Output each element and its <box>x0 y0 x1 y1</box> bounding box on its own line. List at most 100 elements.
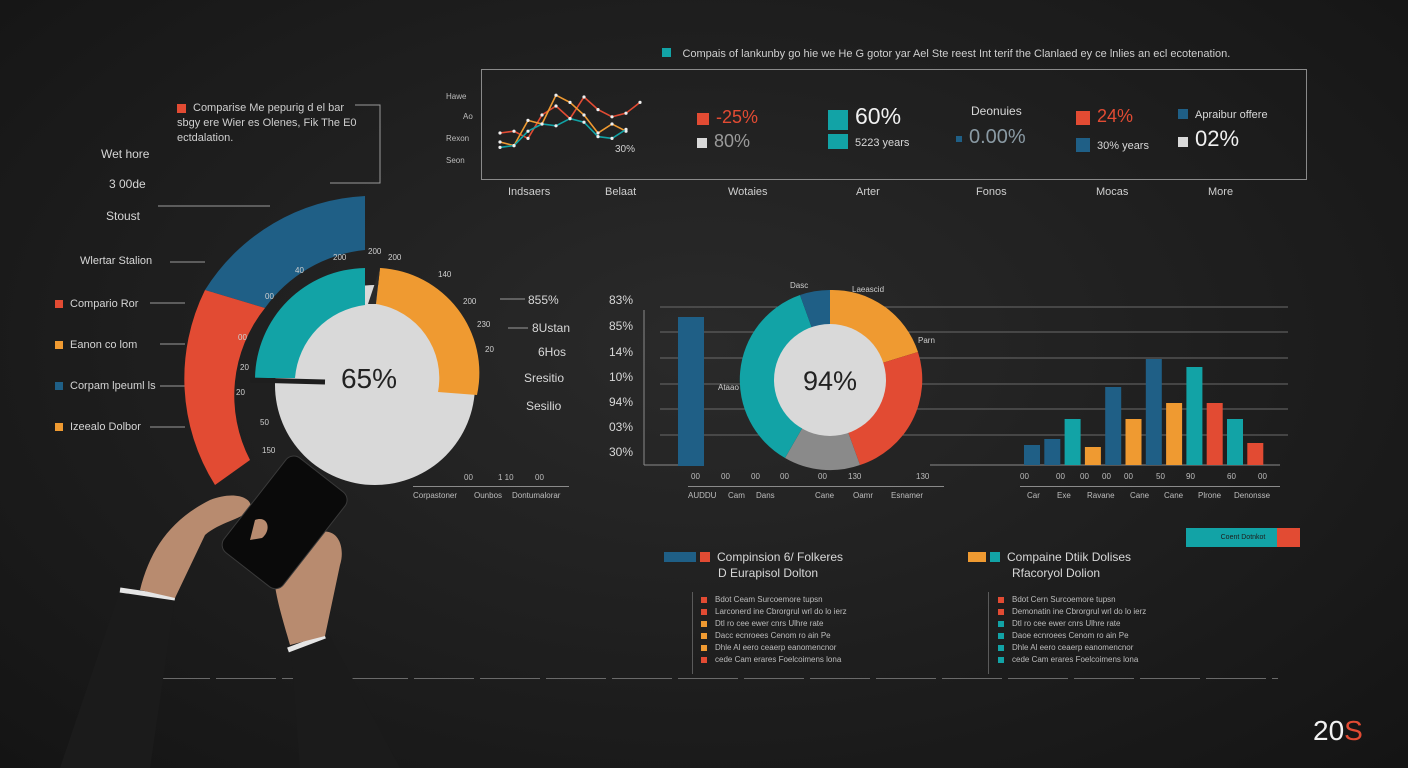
kpi-item: 24% <box>1076 106 1133 127</box>
legend-bullet-item: Larconerd ine Cbrorgrul wrl do lo ierz <box>701 607 847 616</box>
kpi-point <box>526 136 530 140</box>
mid-bar <box>678 317 704 466</box>
kpi-bottom-label: Arter <box>856 186 880 198</box>
kpi-point <box>610 122 614 126</box>
bullet-text: Daoe ecnroees Cenom ro ain Pe <box>1012 631 1129 640</box>
kpi-point <box>568 117 572 121</box>
kpi-series-line <box>499 117 627 149</box>
red-square-icon <box>700 551 710 562</box>
left-label-3: Stoust <box>106 209 141 223</box>
left-legend-item: Izeealo Dolbor <box>55 421 141 433</box>
kpi-item: 60% <box>828 103 901 130</box>
kpi-bottom-label: Belaat <box>605 186 637 198</box>
bottom-tick: 00 <box>464 473 473 482</box>
mid-bottom-label: Cane <box>815 491 835 500</box>
left-note: Comparise Me pepurig d el bar sbgy ere W… <box>177 102 357 144</box>
mid-bottom-axis <box>688 486 944 487</box>
kpi-point <box>526 118 530 122</box>
svg-text:150: 150 <box>262 446 276 455</box>
svg-text:50: 50 <box>260 418 269 427</box>
legend-bullet-item: Bdot Cern Surcoemore tupsn <box>998 595 1116 604</box>
right-bottom-label: Cane <box>1164 491 1184 500</box>
bullet-square-icon <box>998 608 1004 615</box>
kpi-point <box>624 127 628 131</box>
bottom-label: Dontumalorar <box>512 491 561 500</box>
kpi-point <box>582 95 586 99</box>
kpi-point <box>596 108 600 112</box>
bottom-label: Corpastoner <box>413 491 458 500</box>
kpi-item: Apraibur offere <box>1178 105 1268 123</box>
left-side-value: Sresitio <box>524 371 565 385</box>
teal-square-icon <box>990 551 1000 562</box>
bullet-square-icon <box>701 596 707 603</box>
svg-text:140: 140 <box>438 270 452 279</box>
right-bottom-label: Ravane <box>1087 491 1115 500</box>
mid-y-label: 85% <box>609 319 634 333</box>
mid-chart-area: 94% Dasc Laeascid Parn Ataao <box>643 281 1288 471</box>
bullet-text: Dhle Al eero ceaerp eanomencnor <box>1012 643 1134 652</box>
right-tick: 00 <box>1258 472 1267 481</box>
legend-block-left-title: Compinsion 6/ Folkeres <box>664 548 843 566</box>
svg-text:200: 200 <box>463 297 477 306</box>
right-tick: 60 <box>1227 472 1236 481</box>
right-tick: 00 <box>1020 472 1029 481</box>
kpi-point <box>512 144 516 148</box>
kpi-bottom-label: Wotaies <box>728 186 768 198</box>
right-bar <box>1125 419 1142 465</box>
legend-bullet-item: Bdot Ceam Surcoemore tupsn <box>701 595 823 604</box>
bullet-text: Dtl ro cee ewer cnrs Ulhre rate <box>715 619 824 628</box>
svg-text:200: 200 <box>368 247 382 256</box>
mid-y-label: 30% <box>609 445 634 459</box>
teal-square-icon <box>828 109 848 130</box>
bullet-square-icon <box>701 656 707 663</box>
kpi-heading: Deonuies <box>971 104 1022 118</box>
right-bottom-axis <box>1020 486 1280 487</box>
phone <box>221 455 348 590</box>
bullet-text: cede Cam erares Foelcoimens lona <box>1012 655 1139 664</box>
bullet-text: Dtl ro cee ewer cnrs Ulhre rate <box>1012 619 1121 628</box>
svg-text:00: 00 <box>238 333 247 342</box>
right-tick: 50 <box>1156 472 1165 481</box>
left-legend-item: Corpam lpeuml ls <box>55 380 156 392</box>
right-bottom-label: Car <box>1027 491 1040 500</box>
orange-square-icon <box>55 423 63 432</box>
kpi-point <box>498 145 502 149</box>
svg-text:200: 200 <box>333 253 347 262</box>
bullet-text: Dhle Al eero ceaerp eanomencnor <box>715 643 837 652</box>
svg-text:20: 20 <box>485 345 494 354</box>
right-bar <box>1186 367 1203 465</box>
bottom-rule <box>150 678 1278 679</box>
kpi-point <box>596 135 600 139</box>
mid-tick: 130 <box>848 472 862 481</box>
mid-bottom-label: Dans <box>756 491 775 500</box>
legend-bullet-item: Dhle Al eero ceaerp eanomencnor <box>701 643 836 652</box>
kpi-point <box>610 136 614 140</box>
left-side-value: 6Hos <box>538 345 567 359</box>
svg-text:Ataao: Ataao <box>718 383 739 392</box>
right-bar <box>1145 359 1162 465</box>
bullet-square-icon <box>701 620 707 627</box>
kpi-point <box>638 100 642 104</box>
svg-text:20: 20 <box>236 388 245 397</box>
legend-divider <box>988 592 989 674</box>
legend-block-left-subtitle: D Eurapisol Dolton <box>718 566 819 580</box>
red-square-icon <box>697 112 709 125</box>
bullet-square-icon <box>998 596 1004 603</box>
bullet-square-icon <box>701 608 707 615</box>
kpi-bottom-label: Fonos <box>976 186 1007 198</box>
orange-square-icon <box>968 551 986 562</box>
svg-text:Laeascid: Laeascid <box>852 285 884 294</box>
kpi-point <box>498 140 502 144</box>
left-side-value: Sesilio <box>526 399 562 413</box>
right-tick: 00 <box>1102 472 1111 481</box>
blue-square-icon <box>1178 108 1188 119</box>
bottom-tick: 00 <box>535 473 544 482</box>
bullet-text: cede Cam erares Foelcoimens lona <box>715 655 842 664</box>
mid-tick: 00 <box>721 472 730 481</box>
bullet-text: Dacc ecnroees Cenom ro ain Pe <box>715 631 831 640</box>
right-bottom-label: Plrone <box>1198 491 1222 500</box>
kpi-chart-annotation: 30% <box>615 144 635 155</box>
grey-square-icon <box>697 137 707 148</box>
svg-text:40: 40 <box>295 266 304 275</box>
